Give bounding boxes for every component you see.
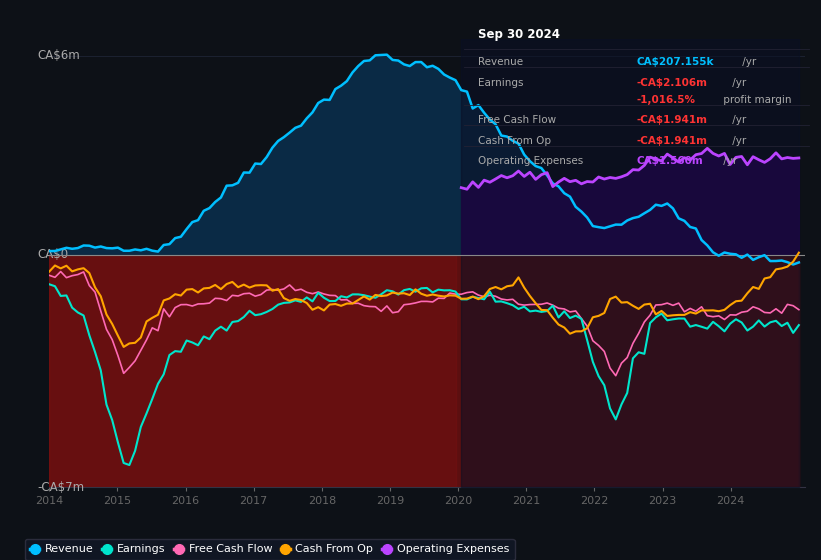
Text: /yr: /yr xyxy=(729,136,746,146)
Text: Cash From Op: Cash From Op xyxy=(478,136,551,146)
Text: CA$6m: CA$6m xyxy=(38,49,80,62)
Text: CA$207.155k: CA$207.155k xyxy=(636,57,713,67)
Text: /yr: /yr xyxy=(729,115,746,125)
Text: Free Cash Flow: Free Cash Flow xyxy=(478,115,556,125)
Text: CA$0: CA$0 xyxy=(38,249,69,262)
Text: /yr: /yr xyxy=(729,78,746,88)
Text: -CA$7m: -CA$7m xyxy=(38,480,85,494)
Text: Sep 30 2024: Sep 30 2024 xyxy=(478,29,560,41)
Text: Earnings: Earnings xyxy=(478,78,523,88)
Legend: Revenue, Earnings, Free Cash Flow, Cash From Op, Operating Expenses: Revenue, Earnings, Free Cash Flow, Cash … xyxy=(25,539,515,560)
Text: profit margin: profit margin xyxy=(720,95,791,105)
Text: CA$1.560m: CA$1.560m xyxy=(636,156,703,166)
Text: Revenue: Revenue xyxy=(478,57,523,67)
Text: /yr: /yr xyxy=(739,57,756,67)
Text: /yr: /yr xyxy=(720,156,737,166)
Text: Operating Expenses: Operating Expenses xyxy=(478,156,583,166)
Text: -1,016.5%: -1,016.5% xyxy=(636,95,695,105)
Text: -CA$1.941m: -CA$1.941m xyxy=(636,115,707,125)
Text: -CA$2.106m: -CA$2.106m xyxy=(636,78,707,88)
Text: -CA$1.941m: -CA$1.941m xyxy=(636,136,707,146)
